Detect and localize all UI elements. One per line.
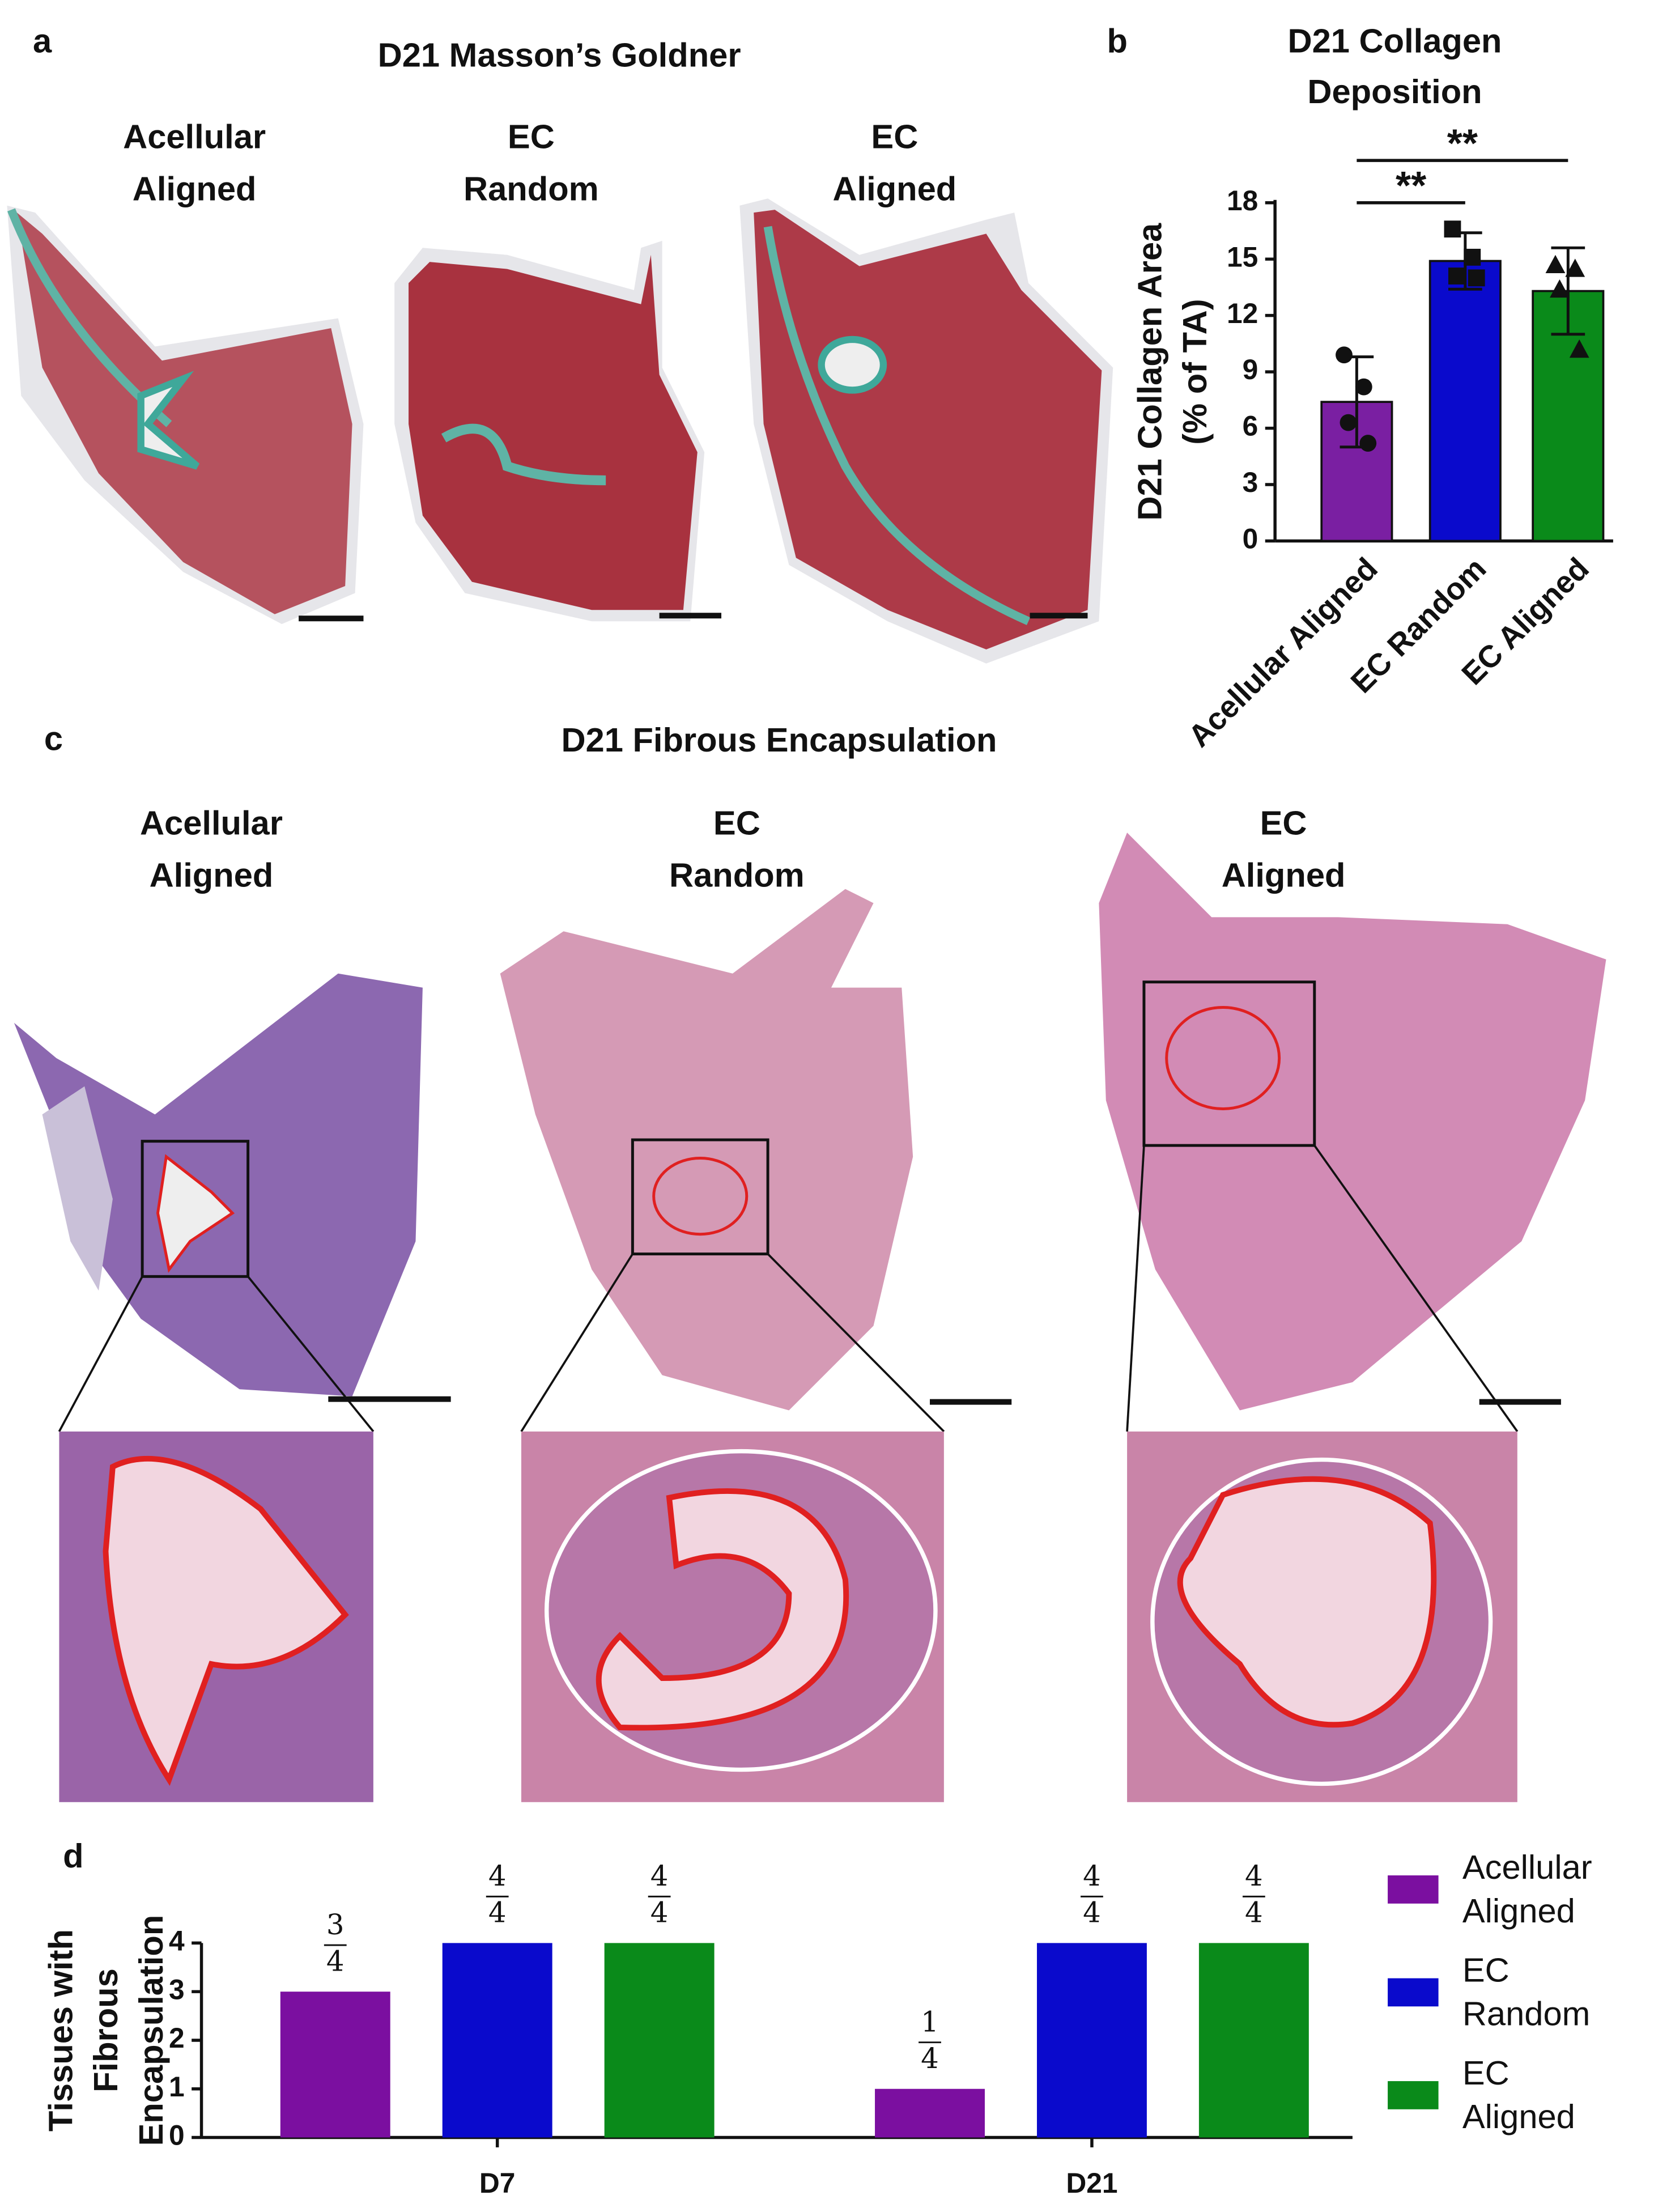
data-point [1545, 254, 1566, 274]
data-point [1569, 339, 1589, 358]
image-title: Random [464, 170, 599, 208]
y-tick-label: 2 [169, 2022, 185, 2054]
x-tick-label: D7 [479, 2167, 516, 2199]
bar [1320, 401, 1393, 542]
y-axis-label: Fibrous [87, 1968, 125, 2092]
panel-label: d [63, 1837, 83, 1875]
data-point [1550, 279, 1570, 298]
image-title: EC [1260, 804, 1307, 842]
bar [604, 1943, 715, 2138]
panel-title: D21 Masson’s Goldner [378, 36, 741, 74]
y-axis-label: (% of TA) [1176, 299, 1214, 444]
x-tick-label: Acellular Aligned [1181, 551, 1384, 754]
image-title: Acellular [140, 804, 283, 842]
image-title: Random [669, 856, 805, 894]
y-axis-label: Tissues with [42, 1929, 80, 2132]
y-tick-label: 9 [1243, 354, 1258, 385]
chart-title: D21 Collagen [1288, 22, 1502, 60]
bar [1428, 260, 1502, 542]
legend-label: EC Aligned [1462, 2054, 1575, 2135]
image-title: Acellular [123, 118, 266, 156]
data-point [1340, 414, 1357, 431]
y-tick-label: 12 [1227, 298, 1258, 329]
bar [280, 1992, 390, 2138]
data-point [1565, 258, 1585, 277]
image-title: EC [508, 118, 555, 156]
panel-label: a [33, 22, 52, 60]
panel-label: c [44, 719, 63, 757]
legend-label: Acellular Aligned [1462, 1848, 1592, 1930]
y-axis-label: D21 Collagen Area [1131, 223, 1169, 521]
y-tick-label: 3 [1243, 466, 1258, 498]
y-tick-label: 6 [1243, 410, 1258, 442]
panel-title: D21 Fibrous Encapsulation [561, 721, 997, 759]
y-tick-label: 18 [1227, 185, 1258, 216]
data-point [1468, 269, 1485, 287]
data-point [1336, 346, 1353, 364]
y-tick-label: 0 [169, 2120, 185, 2151]
significance-label: ** [1447, 121, 1478, 165]
data-point [1359, 435, 1377, 452]
legend-swatch [1388, 2081, 1439, 2109]
data-point [1355, 378, 1372, 396]
significance-label: ** [1396, 163, 1427, 207]
legend-swatch [1388, 1978, 1439, 2007]
x-tick-label: D21 [1066, 2167, 1117, 2199]
error-bar [1551, 246, 1585, 336]
image-title: Aligned [133, 170, 257, 208]
bar [1036, 1943, 1147, 2138]
bar [875, 2088, 985, 2138]
bar [1198, 1943, 1309, 2138]
y-tick-label: 4 [169, 1925, 185, 1957]
y-tick-label: 15 [1227, 241, 1258, 273]
image-title: EC [713, 804, 760, 842]
image-title: Aligned [150, 856, 274, 894]
data-point [1448, 268, 1465, 285]
image-title: Aligned [832, 170, 956, 208]
y-axis-label: Encapsulation [132, 1915, 170, 2146]
y-tick-label: 1 [169, 2071, 185, 2103]
panel-label: b [1107, 22, 1127, 60]
y-tick-label: 0 [1243, 523, 1258, 555]
he-images [14, 833, 1606, 1802]
legend-label: EC Random [1462, 1951, 1591, 2032]
image-title: Aligned [1222, 856, 1346, 894]
image-title: EC [871, 118, 918, 156]
legend-swatch [1388, 1875, 1439, 1904]
data-point [1444, 220, 1461, 238]
data-point [1464, 248, 1481, 266]
chart-title: Deposition [1307, 73, 1482, 111]
bar [442, 1943, 552, 2138]
y-tick-label: 3 [169, 1973, 185, 2005]
masson-images [7, 198, 1113, 664]
